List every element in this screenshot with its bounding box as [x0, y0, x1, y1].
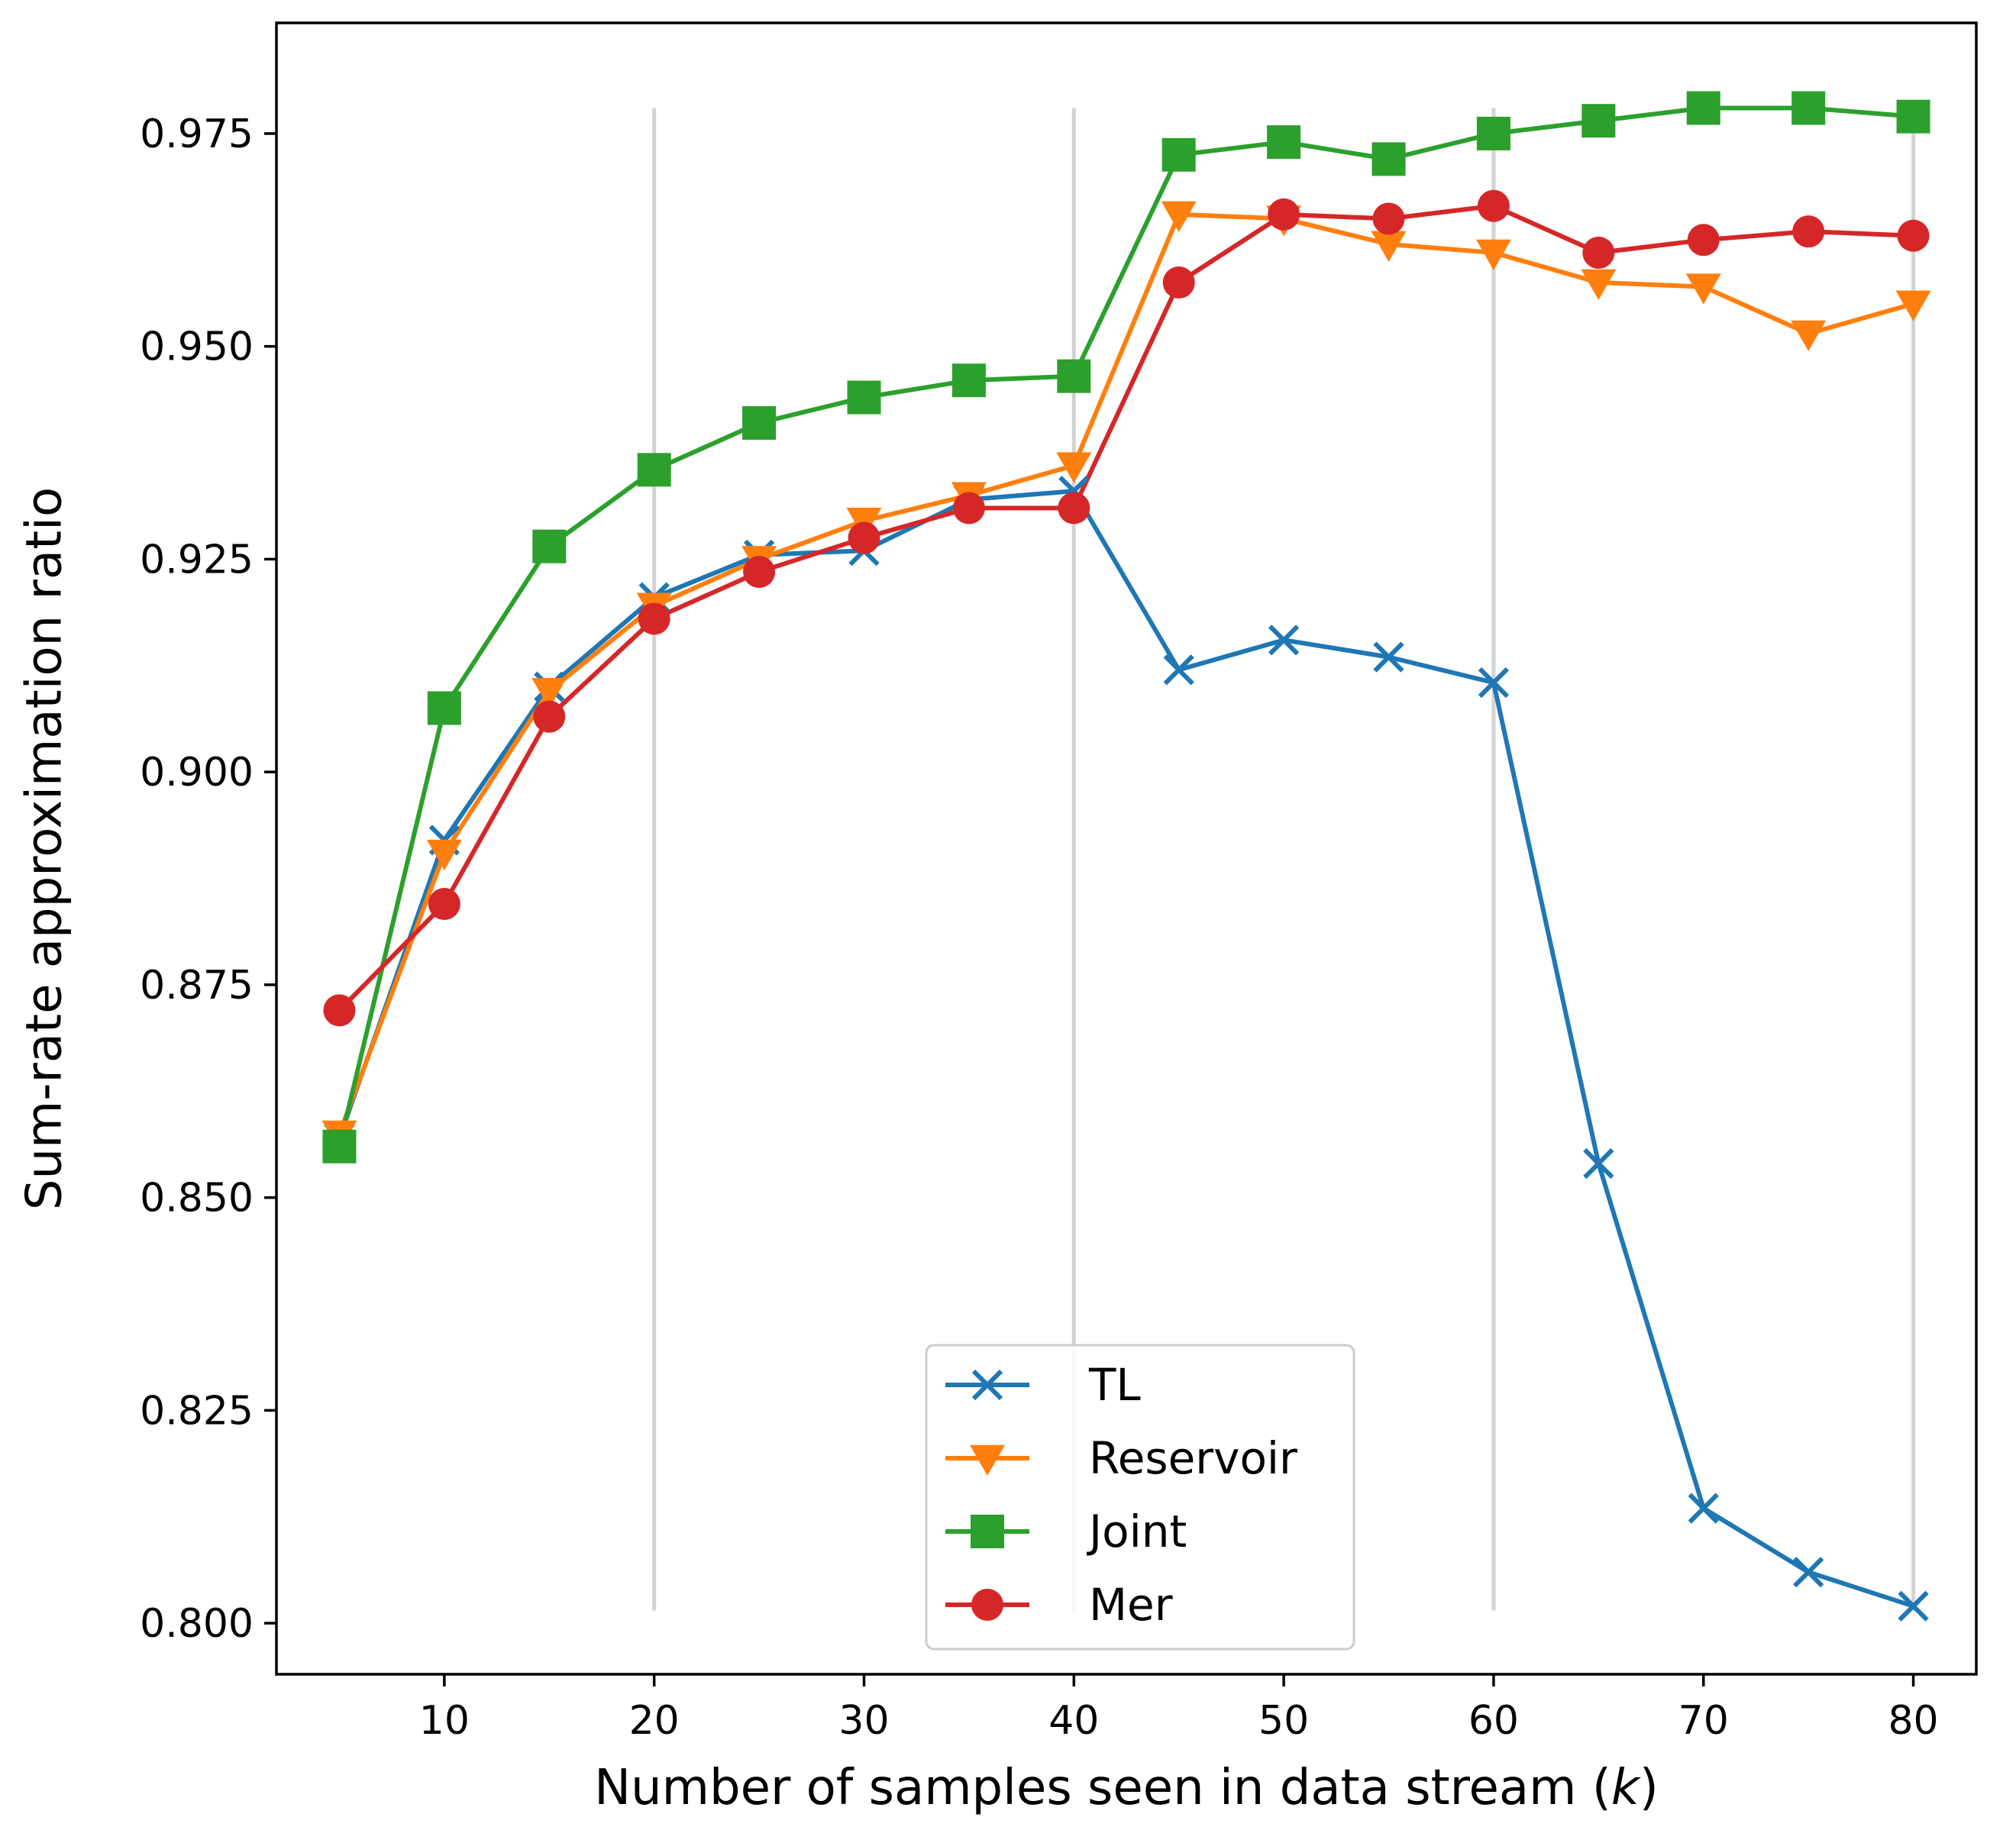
data-point-tl-50: [1268, 625, 1300, 656]
data-point-joint-5: [322, 1129, 357, 1164]
series-line-mer: [338, 203, 1914, 1012]
legend: TL Reservoir Joint Mer: [925, 1344, 1355, 1651]
data-point-reservoir-10: [426, 839, 462, 871]
data-point-reservoir-55: [1371, 231, 1407, 262]
data-point-reservoir-45: [1161, 201, 1197, 232]
data-point-joint-70: [1686, 91, 1720, 125]
data-point-joint-80: [1896, 99, 1930, 134]
data-point-joint-55: [1371, 142, 1406, 176]
series-markers: [321, 91, 1931, 1622]
data-point-joint-50: [1267, 125, 1301, 160]
y-tick-label: 0.975: [140, 111, 254, 157]
legend-box: [925, 1344, 1355, 1651]
legend-entry-mer: Mer: [945, 1579, 1173, 1631]
x-tick-label: 50: [1258, 1698, 1309, 1744]
y-tick-label: 0.825: [140, 1388, 254, 1434]
data-point-mer-25: [743, 556, 776, 589]
legend-swatch-marker-mer: [971, 1589, 1003, 1621]
data-point-joint-60: [1476, 116, 1510, 150]
legend-swatch-marker-tl: [971, 1369, 1003, 1401]
x-tick-label: 10: [419, 1698, 470, 1744]
data-point-joint-25: [742, 406, 777, 441]
x-axis-ticks: 10 20 30 40 50 60 70 80: [419, 1674, 1939, 1744]
x-axis-label-suffix: ): [1640, 1760, 1659, 1816]
data-point-joint-15: [532, 529, 567, 563]
data-point-joint-65: [1581, 104, 1616, 138]
data-point-tl-60: [1478, 666, 1510, 699]
data-point-tl-65: [1583, 1147, 1614, 1180]
data-point-tl-70: [1688, 1493, 1719, 1524]
x-axis-label-prefix: Number of samples seen in data stream (: [594, 1760, 1611, 1816]
data-point-mer-5: [323, 994, 356, 1027]
y-axis-label: Sum-rate approximation ratio: [17, 487, 73, 1210]
data-point-reservoir-65: [1581, 269, 1617, 301]
x-axis-label-variable: k: [1611, 1760, 1642, 1816]
x-tick-label: 40: [1048, 1698, 1099, 1744]
x-axis-label: Number of samples seen in data stream (k…: [594, 1760, 1659, 1816]
series-markers-mer: [323, 189, 1930, 1027]
series-line-tl: [337, 489, 1914, 1609]
data-point-tl-45: [1163, 654, 1194, 686]
series-lines: [337, 105, 1914, 1609]
data-point-joint-30: [847, 380, 881, 415]
x-tick-label: 60: [1468, 1698, 1519, 1744]
series-line-reservoir: [337, 211, 1914, 1135]
x-tick-label: 20: [629, 1698, 680, 1744]
legend-swatch-marker-reservoir: [970, 1444, 1005, 1476]
data-point-mer-30: [848, 521, 880, 554]
data-point-mer-45: [1162, 266, 1195, 299]
axes-frame: [275, 21, 1978, 1676]
data-point-reservoir-15: [531, 677, 567, 709]
data-point-joint-75: [1791, 91, 1826, 125]
legend-label-tl: TL: [1088, 1359, 1141, 1411]
legend-entry-joint: Joint: [945, 1506, 1187, 1557]
y-tick-label: 0.875: [140, 963, 254, 1009]
data-point-mer-55: [1372, 202, 1405, 235]
series-line-joint: [337, 105, 1914, 1147]
data-point-mer-10: [428, 887, 460, 920]
data-point-reservoir-75: [1791, 320, 1827, 351]
x-tick-label: 30: [838, 1698, 889, 1744]
y-tick-label: 0.950: [140, 324, 254, 370]
legend-entry-reservoir: Reservoir: [945, 1432, 1297, 1484]
y-tick-label: 0.800: [140, 1601, 254, 1647]
data-point-mer-40: [1058, 492, 1090, 524]
data-point-mer-75: [1792, 215, 1825, 248]
data-point-tl-55: [1373, 641, 1404, 673]
series-markers-joint: [322, 91, 1930, 1164]
y-axis-ticks: 0.800 0.825 0.850 0.875 0.900 0.925 0.950 0.975: [140, 111, 276, 1647]
data-point-mer-65: [1582, 237, 1615, 269]
data-point-reservoir-40: [1056, 452, 1092, 483]
data-point-joint-40: [1057, 359, 1091, 393]
x-tick-label: 80: [1888, 1698, 1938, 1744]
data-point-mer-15: [533, 700, 566, 733]
legend-label-mer: Mer: [1089, 1579, 1173, 1631]
data-point-mer-50: [1268, 198, 1300, 231]
y-tick-label: 0.900: [140, 750, 254, 796]
data-point-tl-75: [1793, 1557, 1824, 1588]
data-point-reservoir-70: [1685, 273, 1721, 305]
y-tick-label: 0.925: [140, 537, 254, 583]
data-point-mer-20: [638, 602, 670, 635]
x-tick-label: 70: [1678, 1698, 1729, 1744]
legend-label-reservoir: Reservoir: [1089, 1432, 1297, 1484]
data-point-tl-80: [1898, 1590, 1929, 1622]
data-point-mer-80: [1897, 219, 1930, 252]
legend-label-joint: Joint: [1087, 1506, 1187, 1557]
data-point-joint-20: [637, 453, 671, 487]
legend-swatch-marker-joint: [971, 1515, 1004, 1548]
y-tick-label: 0.850: [140, 1176, 254, 1222]
data-point-joint-45: [1161, 137, 1196, 172]
data-point-joint-35: [951, 363, 986, 398]
data-point-mer-60: [1477, 189, 1510, 222]
legend-entry-tl: TL: [945, 1359, 1141, 1411]
data-point-reservoir-60: [1475, 239, 1511, 271]
data-point-joint-10: [427, 691, 461, 725]
data-point-reservoir-80: [1895, 290, 1931, 321]
data-point-mer-70: [1687, 224, 1720, 257]
data-point-mer-35: [952, 492, 985, 524]
